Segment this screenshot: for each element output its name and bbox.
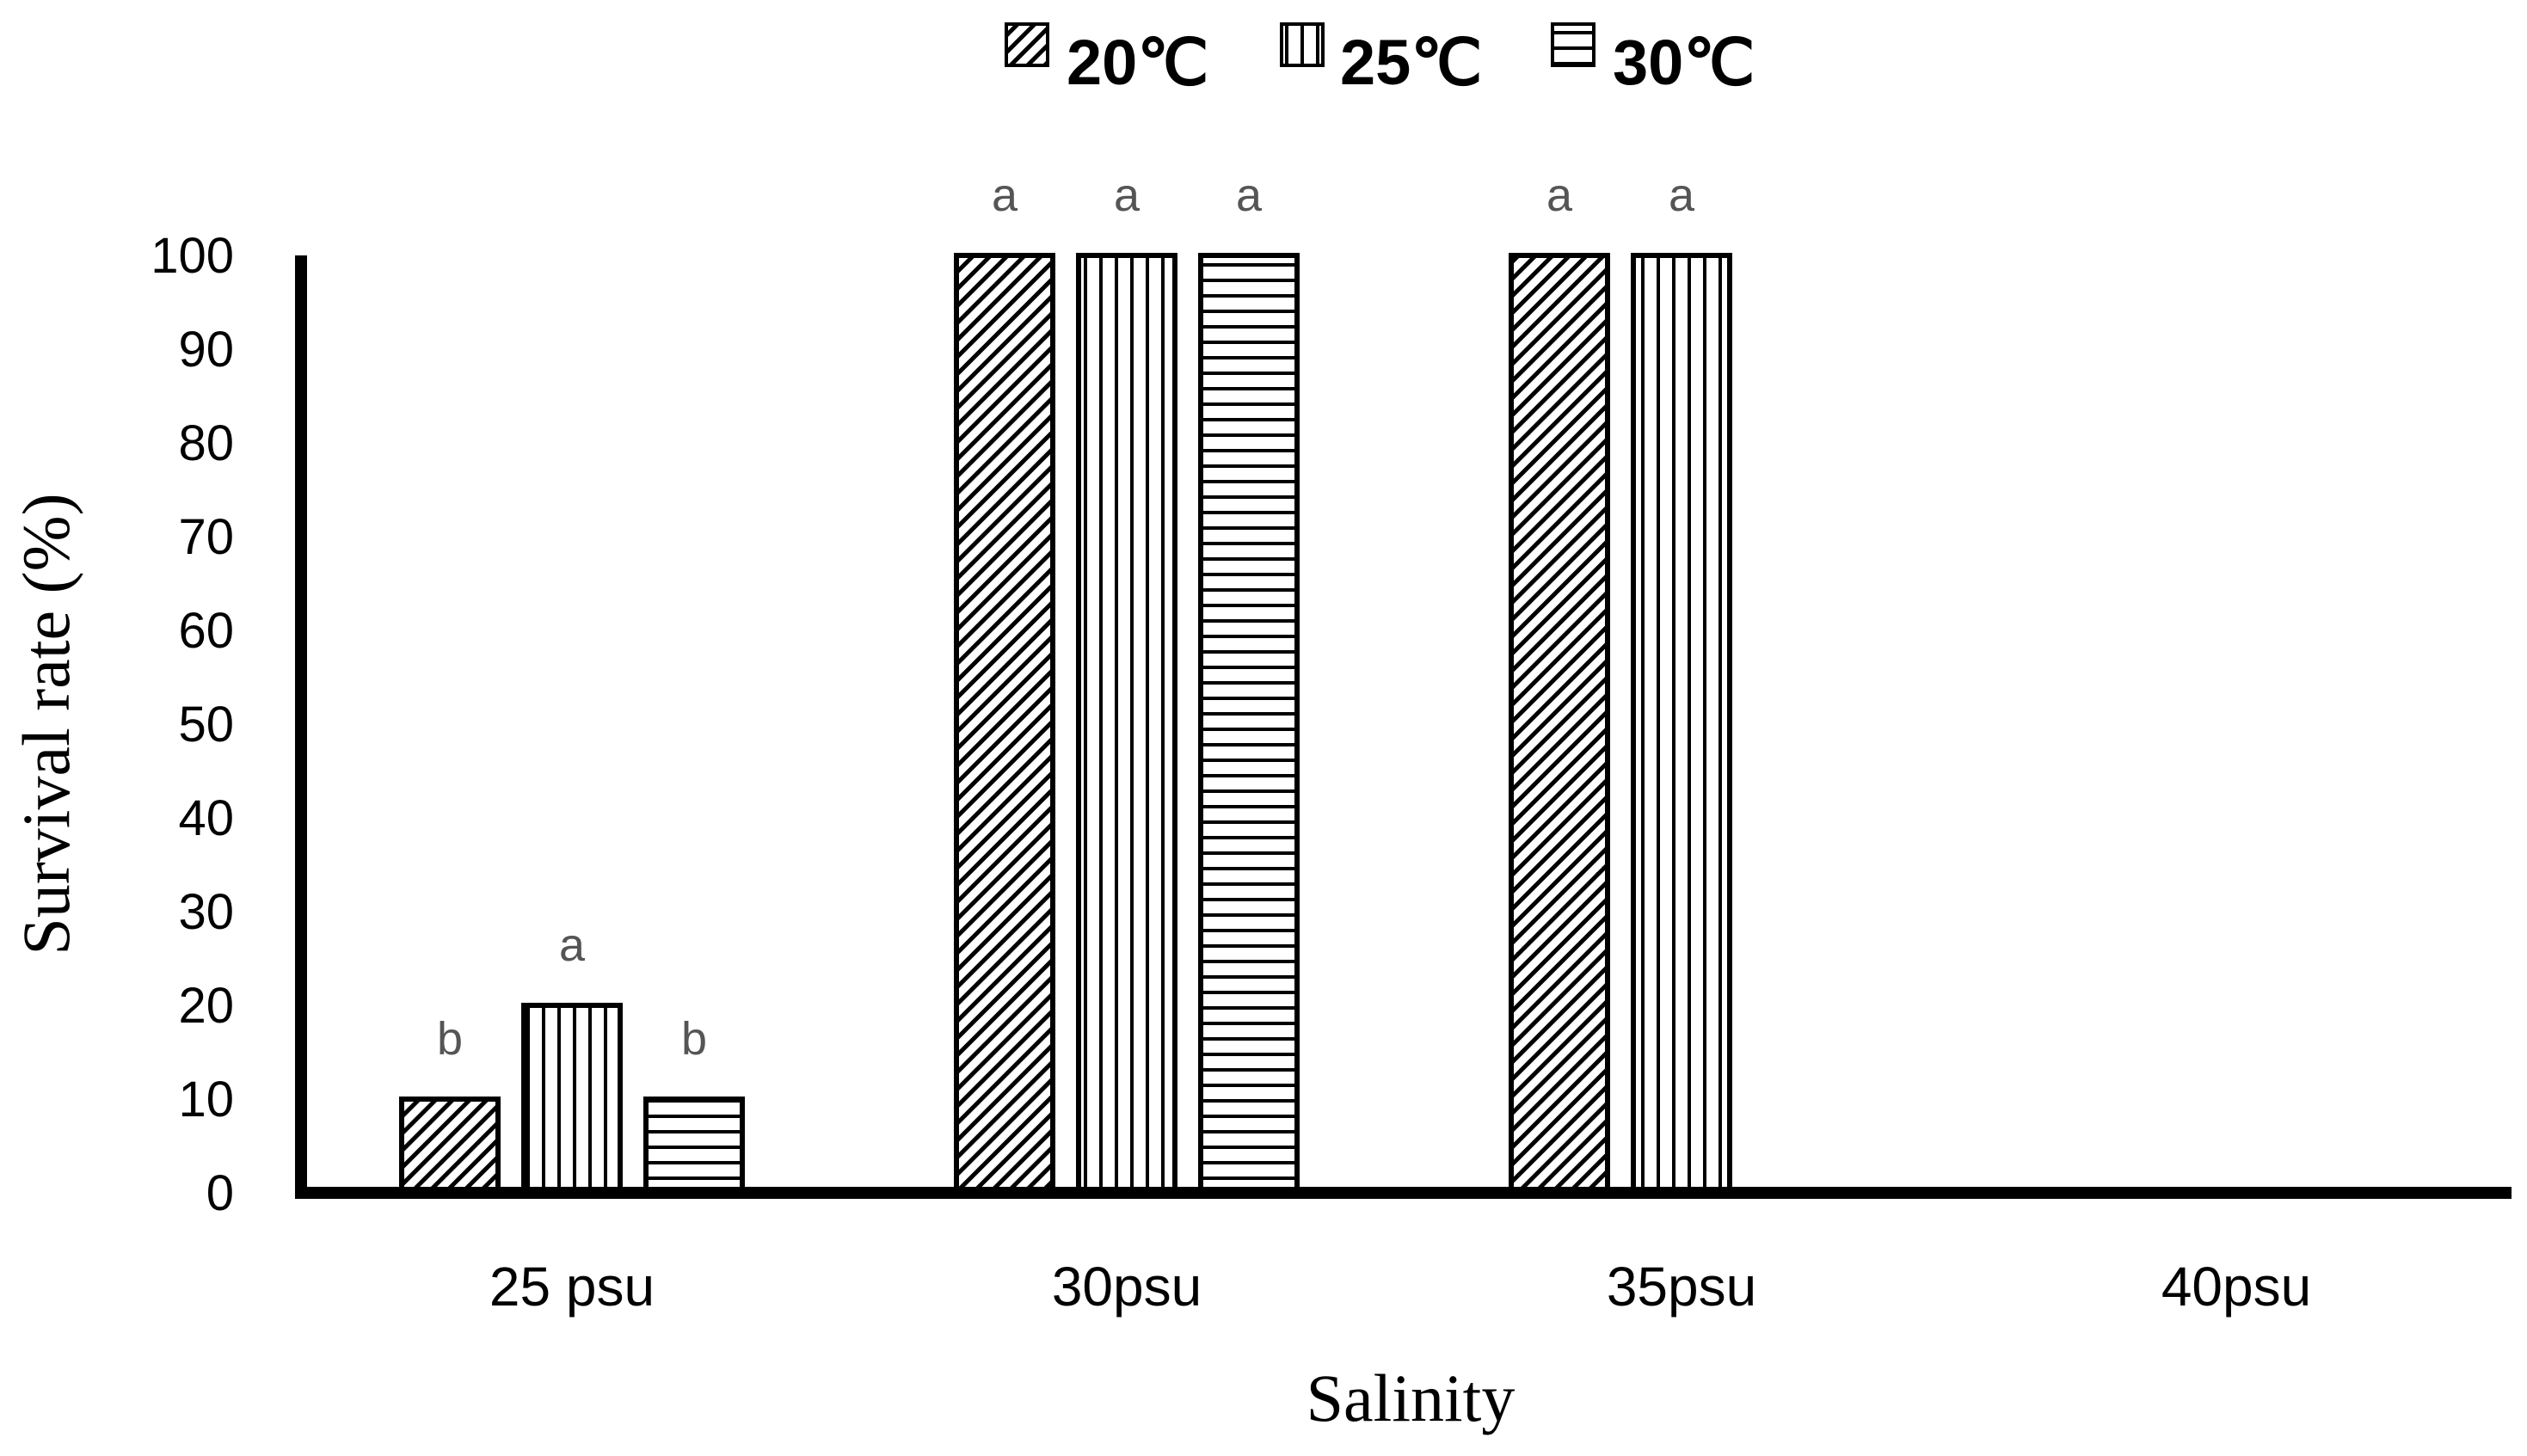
bar (521, 1003, 623, 1195)
y-tick-label: 80 (178, 415, 234, 471)
y-tick-label: 50 (178, 697, 234, 753)
y-tick-label: 90 (178, 322, 234, 378)
legend-swatch-30 (1551, 22, 1596, 67)
bar (1076, 253, 1177, 1195)
x-category-label: 35psu (1607, 1256, 1756, 1318)
y-tick-label: 100 (151, 228, 234, 284)
legend: 20℃ 25℃ 30℃ (1005, 22, 1755, 98)
bar-significance-label: b (681, 1013, 707, 1065)
bar (1631, 253, 1732, 1195)
bar-significance-label: b (437, 1013, 463, 1065)
x-category-label: 25 psu (489, 1256, 655, 1318)
y-axis-ticks: 0 10 20 30 40 50 60 70 80 90 100 (151, 228, 234, 1221)
bar-significance-label: a (559, 919, 586, 971)
bar (954, 253, 1055, 1195)
significance-labels: b a b a a a a a (437, 169, 1695, 1065)
legend-swatch-20 (1005, 22, 1049, 67)
x-category-label: 40psu (2161, 1256, 2311, 1318)
y-tick-label: 20 (178, 978, 234, 1034)
legend-label-20: 20℃ (1067, 27, 1208, 98)
y-tick-label: 10 (178, 1072, 234, 1127)
legend-label-25: 25℃ (1340, 27, 1482, 98)
bar-significance-label: a (1236, 169, 1263, 221)
bar-significance-label: a (992, 169, 1018, 221)
bar (1198, 253, 1300, 1195)
legend-swatch-25 (1280, 22, 1325, 67)
legend-label-30: 30℃ (1613, 27, 1755, 98)
y-tick-label: 60 (178, 603, 234, 659)
bars (399, 253, 1732, 1195)
bar-significance-label: a (1114, 169, 1141, 221)
x-category-label: 30psu (1052, 1256, 1202, 1318)
y-tick-label: 30 (178, 884, 234, 940)
x-axis-title: Salinity (1307, 1361, 1516, 1435)
y-tick-label: 70 (178, 509, 234, 565)
y-tick-label: 0 (206, 1165, 234, 1221)
x-axis-categories: 25 psu 30psu 35psu 40psu (489, 1256, 2311, 1318)
bar (1509, 253, 1610, 1195)
bar-significance-label: a (1546, 169, 1573, 221)
bar (399, 1097, 501, 1195)
y-tick-label: 40 (178, 790, 234, 846)
bar (643, 1097, 745, 1195)
y-axis-title: Survival rate (%) (9, 493, 83, 955)
bar-significance-label: a (1669, 169, 1695, 221)
